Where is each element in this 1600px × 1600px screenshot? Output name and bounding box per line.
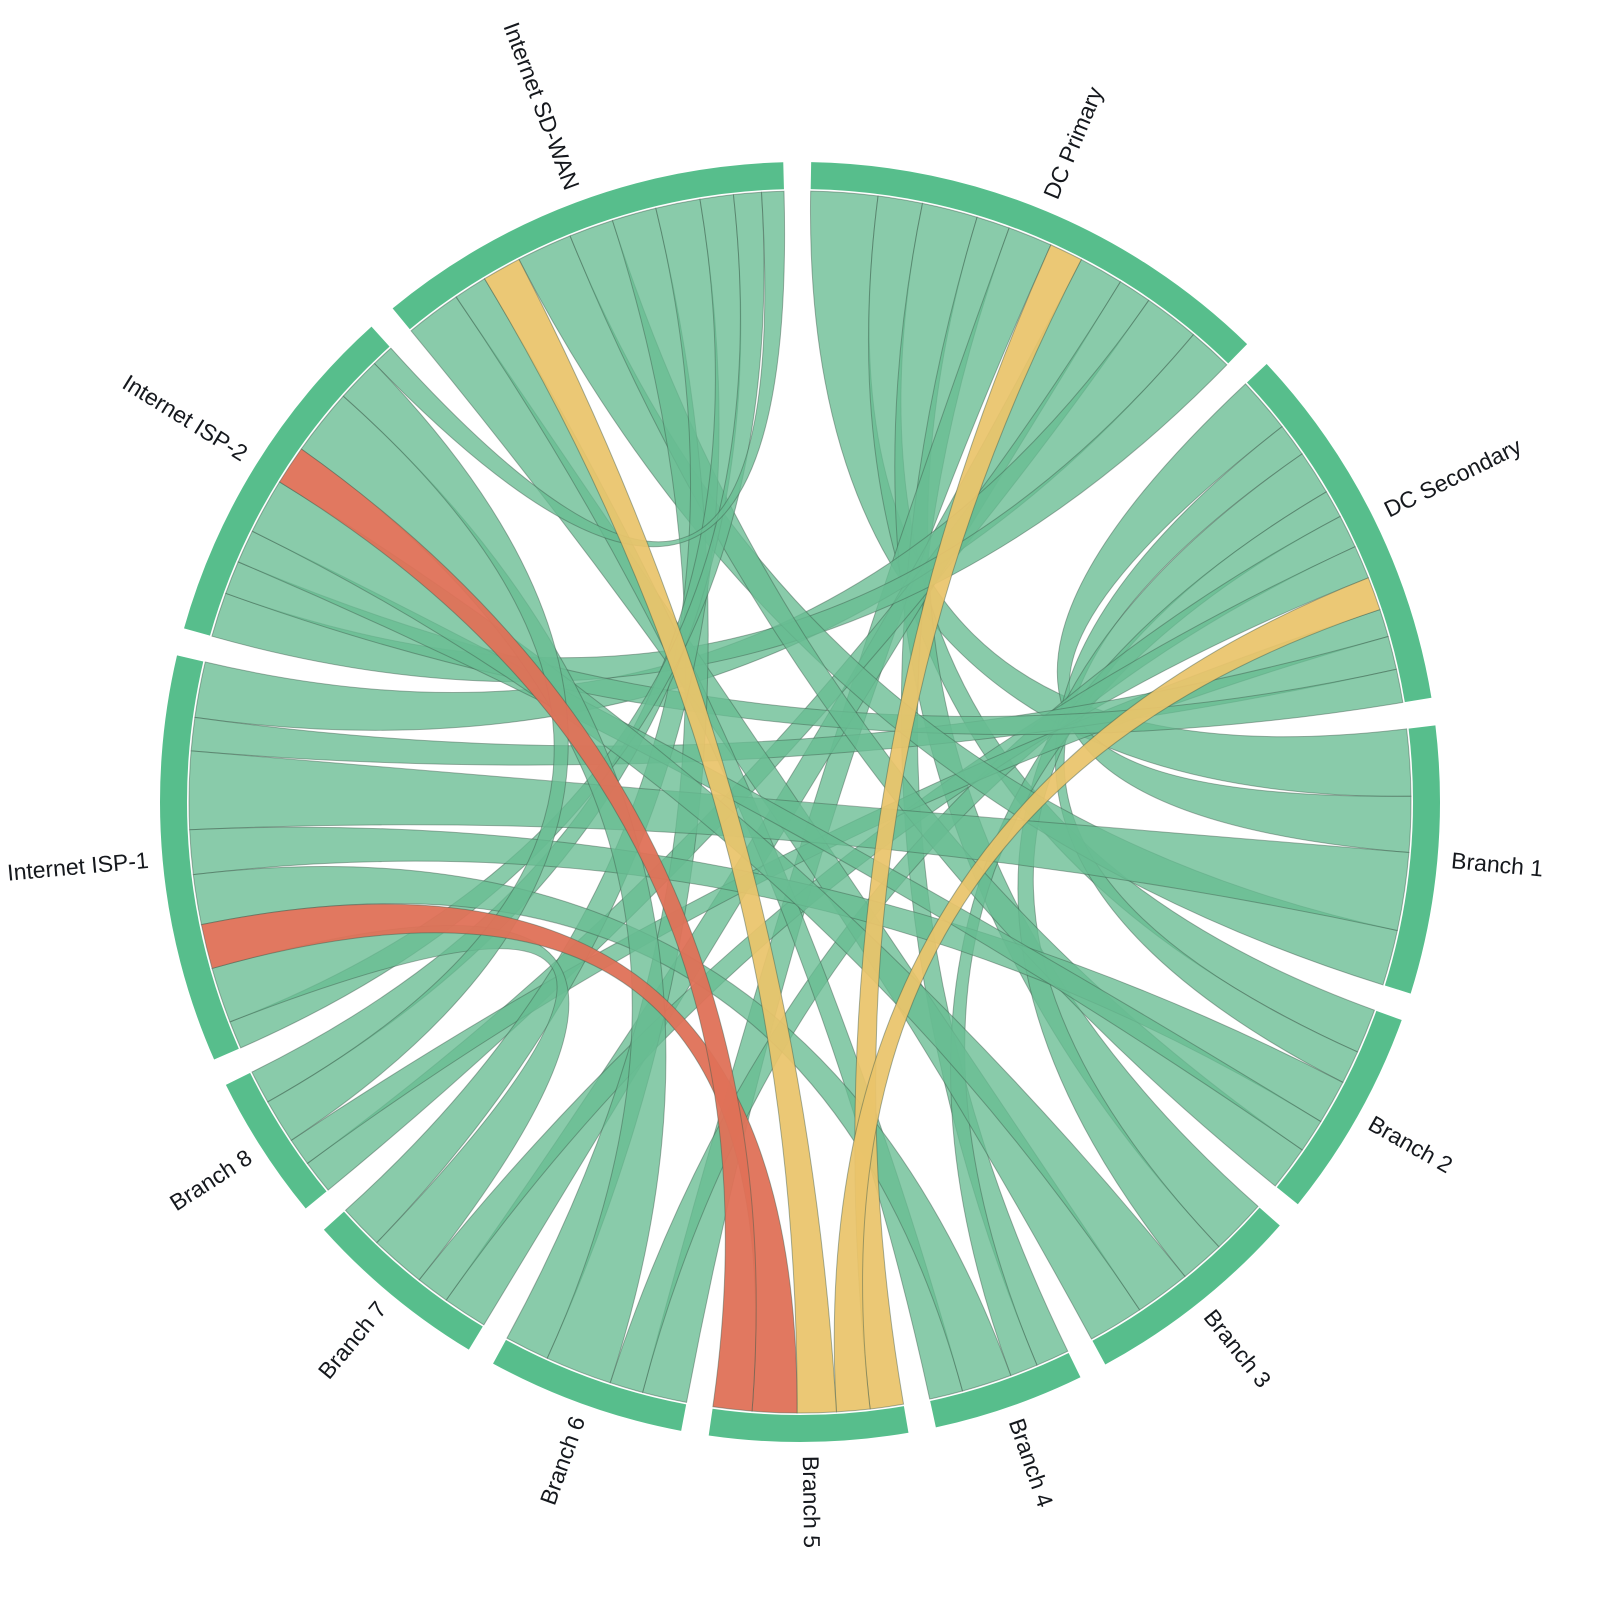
arc-isp-1 [160, 655, 239, 1060]
ribbon-dc-secondary-branch-1 [1057, 383, 1412, 854]
ribbon-dc-primary-branch-5 [854, 244, 1082, 1410]
label-dc-primary: DC Primary [1038, 83, 1108, 203]
ribbon-sd-wan-branch-5 [483, 258, 837, 1414]
ribbon-sd-wan-isp-2 [373, 190, 786, 548]
ribbon-sd-wan-isp-1 [229, 191, 765, 1049]
arc-branch-3 [1092, 1207, 1280, 1365]
label-branch-2: Branch 2 [1364, 1110, 1457, 1178]
arc-branch-8 [225, 1072, 327, 1209]
arc-dc-primary [810, 162, 1248, 364]
label-branch-5: Branch 5 [798, 1456, 825, 1548]
label-branch-7: Branch 7 [313, 1296, 392, 1384]
label-isp-1: Internet ISP-1 [6, 847, 150, 886]
arc-isp-2 [184, 326, 390, 636]
arc-branch-4 [930, 1353, 1081, 1428]
ribbon-dc-secondary-branch-5 [833, 577, 1381, 1413]
arc-dc-secondary [1246, 364, 1432, 703]
label-branch-4: Branch 4 [1004, 1415, 1059, 1511]
label-branch-6: Branch 6 [535, 1413, 590, 1508]
arc-sd-wan [392, 162, 784, 330]
arc-branch-5 [708, 1406, 909, 1442]
arc-branch-1 [1384, 725, 1440, 994]
arc-branch-2 [1276, 1010, 1402, 1205]
ribbons-layer [188, 190, 1412, 1414]
label-branch-8: Branch 8 [165, 1144, 256, 1216]
ribbon-isp-1-branch-4 [192, 865, 1012, 1392]
label-dc-secondary: DC Secondary [1380, 433, 1526, 523]
arc-branch-7 [323, 1211, 483, 1350]
label-branch-3: Branch 3 [1199, 1304, 1277, 1392]
label-sd-wan: Internet SD-WAN [498, 19, 584, 194]
label-isp-2: Internet ISP-2 [118, 369, 252, 466]
ribbon-isp-1-branch-5 [200, 903, 798, 1414]
ribbon-dc-secondary-branch-2 [1055, 425, 1359, 1084]
ribbon-dc-primary-isp-2 [211, 333, 1228, 683]
arcs-layer [160, 162, 1440, 1442]
ribbon-isp-2-branch-5 [278, 448, 757, 1412]
arc-branch-6 [493, 1339, 687, 1431]
label-branch-1: Branch 1 [1450, 847, 1544, 881]
ribbon-isp-1-branch-1 [188, 750, 1410, 932]
